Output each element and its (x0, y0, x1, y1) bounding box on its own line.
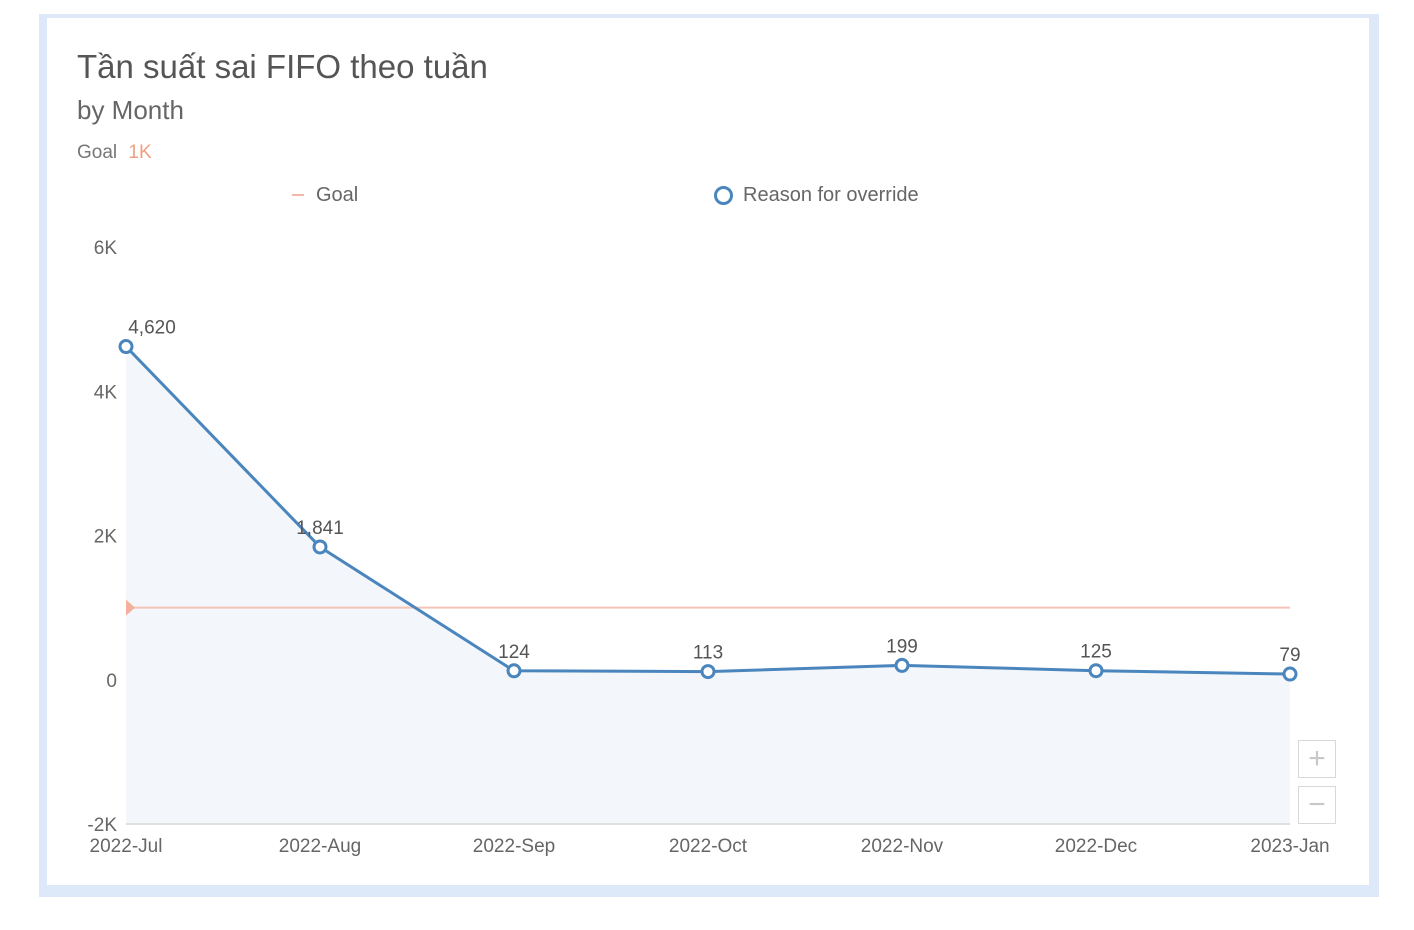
x-tick-label: 2023-Jan (1250, 836, 1329, 857)
data-label: 125 (1080, 642, 1112, 663)
data-point (700, 664, 716, 680)
data-label: 113 (693, 643, 723, 664)
y-tick-label: 0 (106, 671, 117, 692)
data-point (506, 663, 522, 679)
x-tick-label: 2022-Oct (669, 836, 748, 857)
x-tick-label: 2022-Dec (1055, 836, 1137, 857)
legend-item-series[interactable]: Reason for override (714, 182, 919, 208)
goal-summary-label: Goal (77, 142, 118, 163)
x-tick-label: 2022-Aug (279, 836, 361, 857)
data-label: 79 (1279, 645, 1300, 666)
y-tick-label: -2K (87, 815, 117, 836)
goal-summary: Goal 1K (77, 142, 152, 164)
y-tick-label: 6K (94, 238, 118, 259)
data-point (118, 339, 134, 355)
data-point (894, 657, 910, 673)
y-tick-label: 4K (94, 382, 118, 403)
chart-title: Tần suất sai FIFO theo tuần (77, 48, 488, 85)
x-tick-label: 2022-Nov (861, 836, 944, 857)
legend-item-goal[interactable]: Goal (292, 182, 358, 208)
data-label: 199 (886, 636, 918, 657)
data-label: 1,841 (296, 518, 344, 539)
legend-goal-label: Goal (316, 183, 359, 206)
data-point (1282, 666, 1298, 682)
circle-marker-icon (714, 185, 733, 205)
x-tick-label: 2022-Jul (90, 836, 163, 857)
data-point (1088, 663, 1104, 679)
series-area (126, 346, 1290, 824)
data-point (312, 539, 328, 555)
x-tick-label: 2022-Sep (473, 836, 555, 857)
goal-summary-value: 1K (128, 142, 152, 163)
data-label: 124 (498, 642, 530, 663)
chart-subtitle: by Month (77, 95, 184, 125)
legend-series-label: Reason for override (743, 183, 919, 206)
goal-line-icon (292, 194, 304, 196)
data-label: 4,620 (128, 318, 176, 339)
zoom-in-button[interactable]: + (1298, 740, 1336, 778)
zoom-out-button[interactable]: − (1298, 786, 1336, 824)
goal-marker (126, 599, 135, 616)
y-tick-label: 2K (94, 527, 118, 548)
